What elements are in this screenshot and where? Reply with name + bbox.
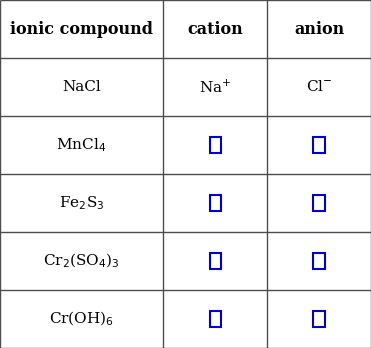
Text: cation: cation bbox=[187, 21, 243, 38]
Bar bbox=[313, 311, 325, 327]
Bar bbox=[210, 195, 221, 211]
Bar bbox=[313, 253, 325, 269]
Bar bbox=[313, 195, 325, 211]
Bar bbox=[313, 137, 325, 153]
Text: Cr(OH)$_6$: Cr(OH)$_6$ bbox=[49, 310, 114, 328]
Bar bbox=[210, 137, 221, 153]
Text: Fe$_2$S$_3$: Fe$_2$S$_3$ bbox=[59, 194, 104, 212]
Text: anion: anion bbox=[294, 21, 344, 38]
Text: Cl$^{-}$: Cl$^{-}$ bbox=[306, 79, 332, 95]
Text: Cr$_2$(SO$_4$)$_3$: Cr$_2$(SO$_4$)$_3$ bbox=[43, 252, 120, 270]
Bar bbox=[210, 253, 221, 269]
Text: ionic compound: ionic compound bbox=[10, 21, 153, 38]
Bar bbox=[210, 311, 221, 327]
Text: NaCl: NaCl bbox=[62, 80, 101, 94]
Text: MnCl$_4$: MnCl$_4$ bbox=[56, 136, 107, 154]
Text: Na$^{+}$: Na$^{+}$ bbox=[199, 78, 232, 96]
